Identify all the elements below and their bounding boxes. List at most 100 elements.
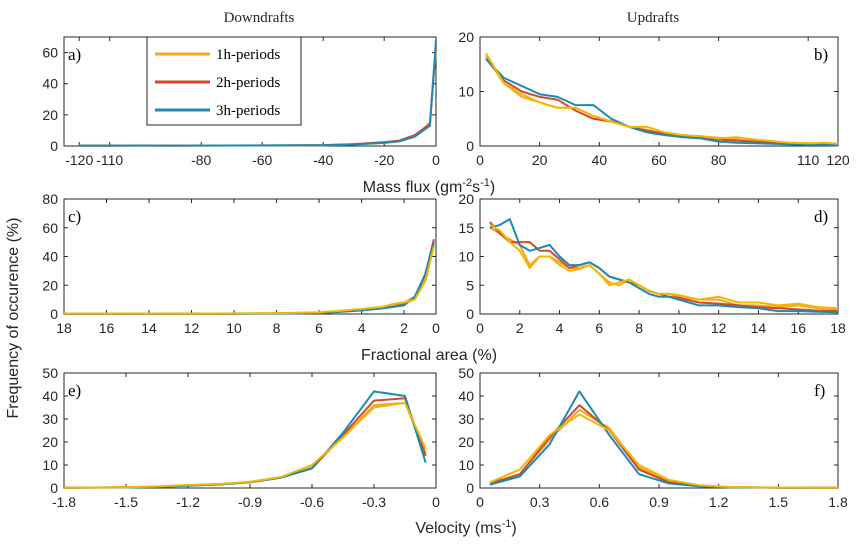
x-axis-label-mass-flux: Mass flux (gm-2s-1) xyxy=(363,177,495,196)
panel-a: 0 20 40 60 -120 -110 -80 -60 -40 -20 0 a) xyxy=(42,36,440,168)
y-tick-label: 0 xyxy=(50,306,58,322)
x-axis-label-mass-flux-part-3: ) xyxy=(490,179,495,196)
x-tick-label: 40 xyxy=(592,152,608,168)
x-tick-label: 0.9 xyxy=(649,494,669,510)
x-tick-label: 0.3 xyxy=(530,494,550,510)
y-tick-label: 40 xyxy=(458,388,474,404)
y-tick-label: 40 xyxy=(42,76,58,92)
x-tick-label: 18 xyxy=(56,320,72,336)
series-line-3h xyxy=(485,58,839,147)
series-line-3h xyxy=(79,40,437,147)
y-tick-label: 10 xyxy=(458,457,474,473)
x-tick-label: 0 xyxy=(432,494,440,510)
x-tick-label: 6 xyxy=(315,320,323,336)
x-tick-label: 12 xyxy=(711,320,727,336)
y-tick-label: 30 xyxy=(458,411,474,427)
y-tick-label: 50 xyxy=(42,365,58,381)
panel-tag: f) xyxy=(814,381,825,400)
series-line-1h xyxy=(489,408,838,489)
series-line-extra xyxy=(489,224,839,310)
plot-frame xyxy=(63,372,437,489)
x-tick-label: 1.2 xyxy=(709,494,729,510)
column-title-downdrafts: Downdrafts xyxy=(224,10,295,26)
x-tick-label: 0 xyxy=(476,494,484,510)
x-axis-label-mass-flux-part-1: Mass flux (gm xyxy=(363,179,463,196)
y-tick-label: 20 xyxy=(458,191,474,207)
x-tick-label: -20 xyxy=(374,152,394,168)
x-tick-label: 110 xyxy=(797,152,820,168)
x-tick-label: 8 xyxy=(273,320,281,336)
x-tick-label: 2 xyxy=(400,320,408,336)
x-tick-label: 4 xyxy=(556,320,564,336)
x-tick-label: 18 xyxy=(830,320,846,336)
x-tick-label: 10 xyxy=(226,320,242,336)
y-tick-label: 20 xyxy=(458,434,474,450)
x-tick-label: 8 xyxy=(635,320,643,336)
x-tick-label: -80 xyxy=(191,152,211,168)
x-tick-label: -0.3 xyxy=(362,494,386,510)
x-tick-label: -60 xyxy=(252,152,272,168)
x-tick-label: 1.5 xyxy=(769,494,789,510)
x-axis-label-mass-flux-sup-1: -2 xyxy=(462,177,472,189)
x-tick-label: -1.2 xyxy=(176,494,200,510)
x-tick-label: 16 xyxy=(790,320,806,336)
panel-d: 0 5 10 15 20 0 2 4 6 8 10 12 14 16 18 d) xyxy=(458,191,846,336)
y-tick-label: 0 xyxy=(50,138,58,154)
x-axis-label-mass-flux-sup-2: -1 xyxy=(480,177,490,189)
x-tick-label: 0 xyxy=(432,152,440,168)
series-line-extra xyxy=(489,413,838,489)
x-tick-label: 0 xyxy=(476,152,484,168)
y-tick-label: 5 xyxy=(466,277,474,293)
panel-tag: c) xyxy=(68,207,81,226)
panel-tag: d) xyxy=(814,207,828,226)
series-line-3h xyxy=(489,218,839,314)
legend-label-2h: 2h-periods xyxy=(216,75,280,91)
y-tick-label: 80 xyxy=(42,191,58,207)
x-tick-label: 12 xyxy=(184,320,200,336)
y-tick-label: 15 xyxy=(458,220,474,236)
y-tick-label: 0 xyxy=(466,480,474,496)
x-tick-label: -0.9 xyxy=(238,494,262,510)
y-tick-label: 0 xyxy=(466,138,474,154)
column-title-updrafts: Updrafts xyxy=(627,10,680,26)
x-tick-label: 0.6 xyxy=(590,494,610,510)
y-tick-label: 50 xyxy=(458,365,474,381)
y-tick-label: 40 xyxy=(42,388,58,404)
plot-frame xyxy=(479,372,839,489)
panel-f: 0 10 20 30 40 50 0 0.3 0.6 0.9 1.2 1.5 1.8 f) xyxy=(458,365,848,510)
y-tick-label: 20 xyxy=(42,277,58,293)
x-axis-label-velocity-part-1: Velocity (ms xyxy=(415,520,501,537)
x-tick-label: -0.6 xyxy=(300,494,324,510)
series-line-2h xyxy=(489,404,838,489)
panel-b: 0 10 20 0 20 40 60 80 110 120 b) xyxy=(458,29,849,168)
y-tick-label: 10 xyxy=(458,249,474,265)
y-tick-label: 20 xyxy=(458,29,474,45)
x-tick-label: -1.8 xyxy=(52,494,76,510)
y-tick-label: 60 xyxy=(42,45,58,61)
legend-label-3h: 3h-periods xyxy=(216,103,280,119)
x-tick-label: 4 xyxy=(358,320,366,336)
x-tick-label: 16 xyxy=(99,320,115,336)
y-tick-label: 0 xyxy=(466,306,474,322)
y-tick-label: 0 xyxy=(50,480,58,496)
series-line-3h xyxy=(63,390,427,489)
y-tick-label: 10 xyxy=(458,84,474,100)
x-tick-label: 80 xyxy=(711,152,727,168)
legend-label-1h: 1h-periods xyxy=(216,47,280,63)
series-line-2h xyxy=(63,397,427,489)
series-line-3h xyxy=(489,390,838,489)
x-axis-label-velocity-part-2: ) xyxy=(511,520,516,537)
panel-tag: a) xyxy=(68,45,81,64)
x-tick-label: 2 xyxy=(516,320,524,336)
y-tick-label: 20 xyxy=(42,107,58,123)
x-tick-label: 0 xyxy=(432,320,440,336)
x-tick-label: 0 xyxy=(476,320,484,336)
x-tick-label: 14 xyxy=(751,320,767,336)
x-tick-label: -110 xyxy=(96,152,123,168)
panel-e: 0 10 20 30 40 50 -1.8 -1.5 -1.2 -0.9 -0.6 -0.3 0 e) xyxy=(42,365,440,510)
x-tick-label: 60 xyxy=(651,152,667,168)
plot-frame xyxy=(63,198,437,315)
x-axis-label-mass-flux-part-2: s xyxy=(472,179,480,196)
